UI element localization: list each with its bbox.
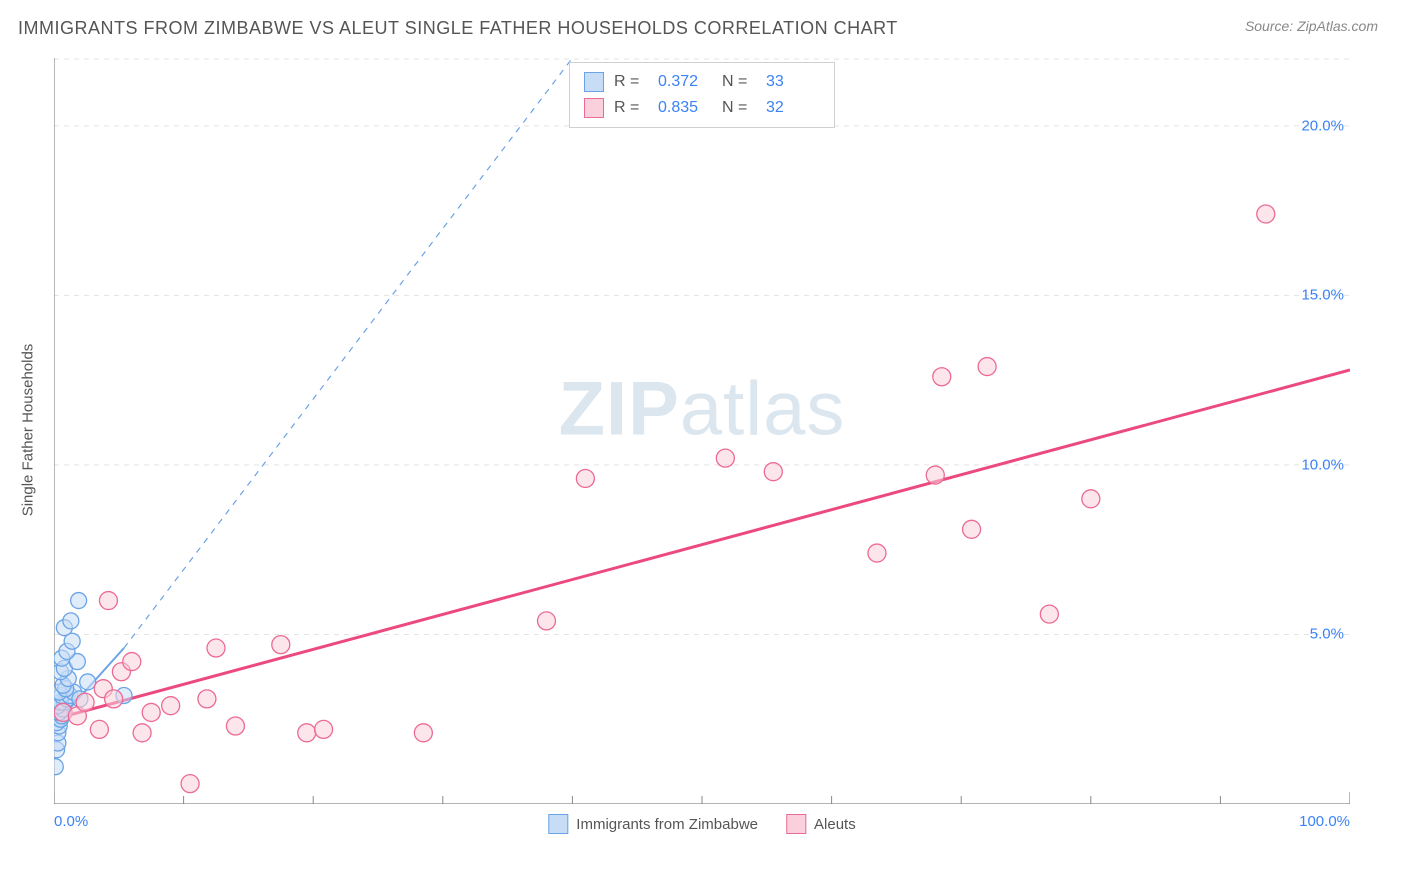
n-value: 32 [766,95,820,121]
swatch-icon [584,98,604,118]
y-tick-label: 5.0% [1310,626,1344,643]
source-attribution: Source: ZipAtlas.com [1245,18,1378,34]
legend-item: Immigrants from Zimbabwe [548,814,758,834]
legend-row-series-1: R = 0.372 N = 33 [584,69,820,95]
y-tick-label: 20.0% [1301,117,1344,134]
y-tick-label: 10.0% [1301,456,1344,473]
legend-label: Immigrants from Zimbabwe [576,816,758,833]
swatch-icon [584,72,604,92]
r-label: R = [614,69,648,95]
swatch-icon [786,814,806,834]
legend-label: Aleuts [814,816,856,833]
chart-title: IMMIGRANTS FROM ZIMBABWE VS ALEUT SINGLE… [18,18,898,39]
source-prefix: Source: [1245,18,1297,34]
x-tick-label: 0.0% [54,813,88,830]
y-axis-label: Single Father Households [20,344,37,517]
n-value: 33 [766,69,820,95]
chart-area: ZIPatlas R = 0.372 N = 33 R = 0.835 N = … [54,58,1350,804]
correlation-legend: R = 0.372 N = 33 R = 0.835 N = 32 [569,62,835,128]
header: IMMIGRANTS FROM ZIMBABWE VS ALEUT SINGLE… [0,0,1406,39]
n-label: N = [722,69,756,95]
y-tick-label: 15.0% [1301,287,1344,304]
swatch-icon [548,814,568,834]
r-value: 0.835 [658,95,712,121]
x-tick-label: 100.0% [1299,813,1350,830]
r-label: R = [614,95,648,121]
legend-row-series-2: R = 0.835 N = 32 [584,95,820,121]
r-value: 0.372 [658,69,712,95]
n-label: N = [722,95,756,121]
scatter-plot [54,58,1350,804]
series-legend: Immigrants from Zimbabwe Aleuts [548,814,855,834]
source-name: ZipAtlas.com [1297,18,1378,34]
legend-item: Aleuts [786,814,856,834]
